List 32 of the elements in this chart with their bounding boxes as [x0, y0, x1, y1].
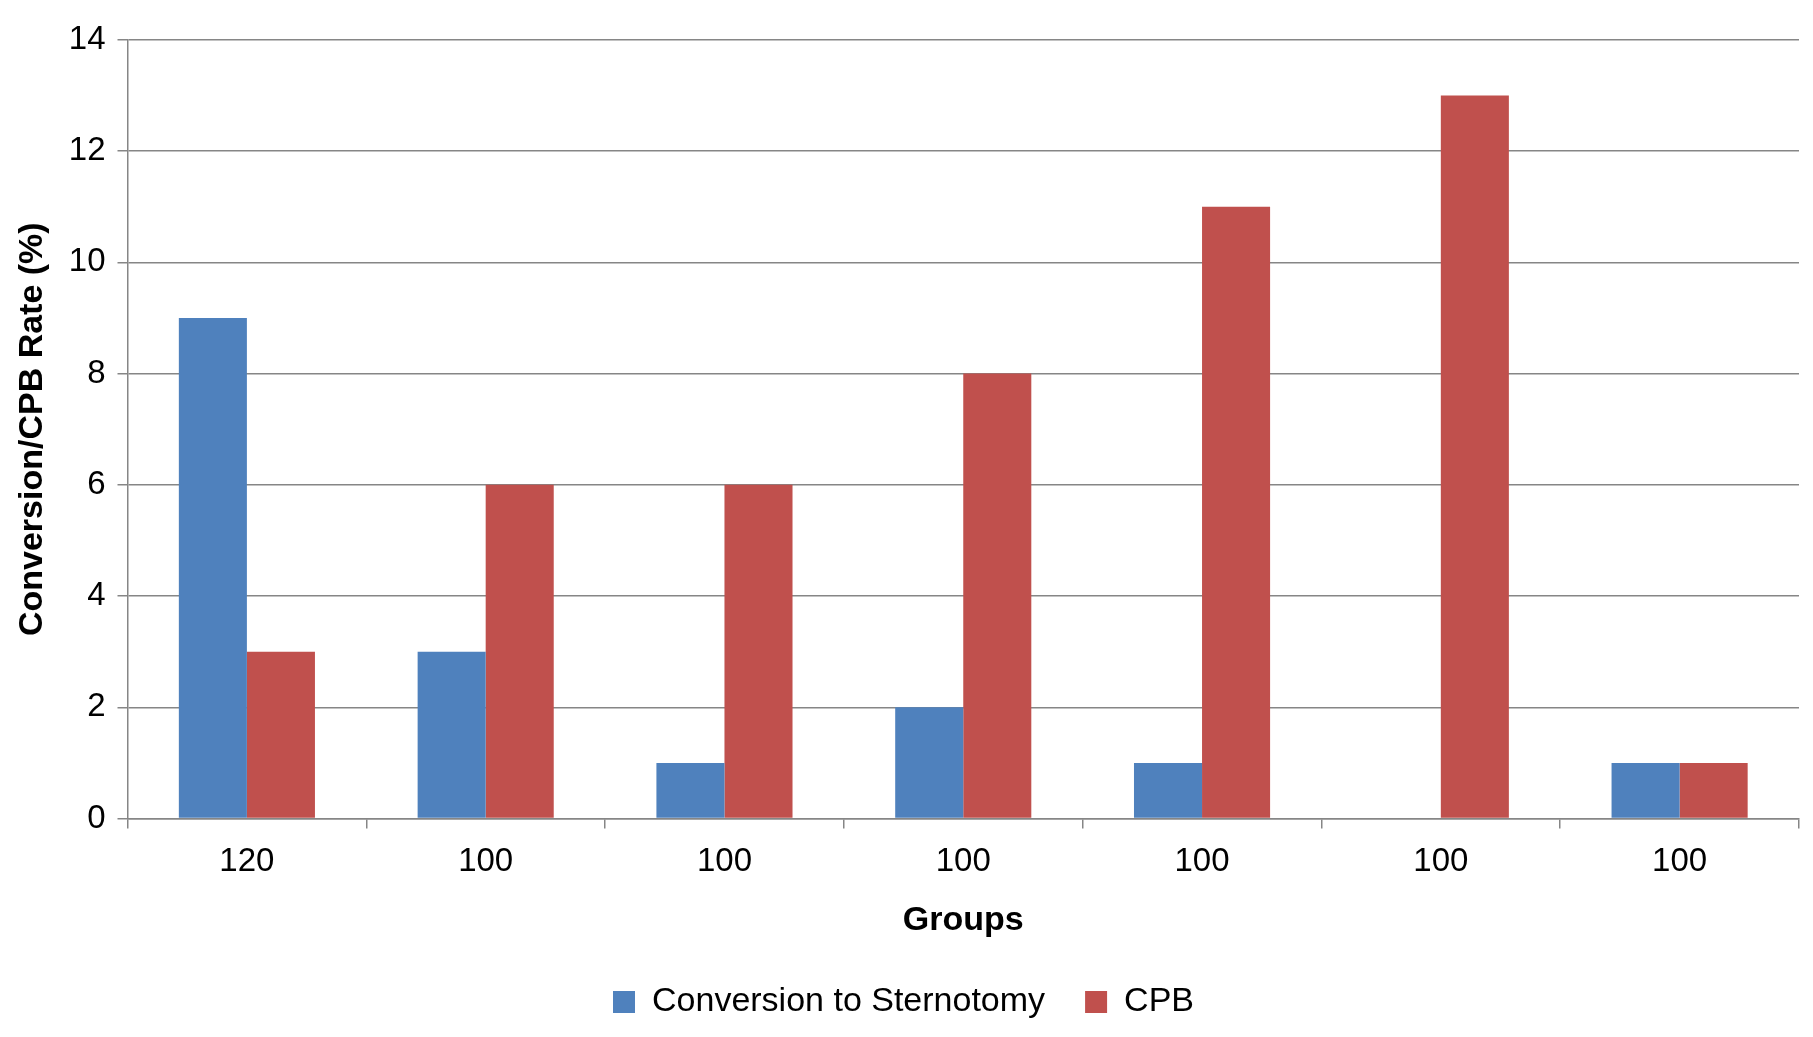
y-tick-label: 6 [87, 463, 106, 501]
x-tick-label: 100 [1652, 841, 1708, 879]
legend-label: Conversion to Sternotomy [652, 980, 1046, 1019]
bar [1679, 762, 1748, 818]
y-tick-label: 12 [68, 130, 106, 168]
x-tick-label: 100 [1413, 841, 1469, 879]
x-tick-label: 100 [1174, 841, 1230, 879]
bar [1133, 762, 1203, 818]
y-tick-label: 2 [87, 686, 106, 724]
bar [656, 762, 725, 818]
y-axis-title: Conversion/CPB Rate (%) [10, 222, 49, 637]
bar [1202, 206, 1271, 818]
x-axis-title: Groups [902, 898, 1024, 937]
bar [485, 484, 554, 818]
bar [1611, 762, 1680, 818]
bar [895, 707, 964, 818]
y-tick-label: 14 [68, 18, 106, 56]
x-tick-label: 100 [935, 841, 991, 879]
bar [963, 373, 1032, 818]
bar [246, 651, 315, 818]
y-tick-label: 10 [68, 241, 106, 279]
x-tick-label: 100 [696, 841, 752, 879]
y-tick-label: 8 [87, 352, 106, 390]
bar [417, 651, 486, 818]
y-tick-label: 0 [87, 797, 106, 835]
bar [1440, 95, 1509, 818]
x-tick-label: 120 [219, 841, 275, 879]
legend-label: CPB [1124, 980, 1194, 1019]
bar [724, 484, 793, 818]
bar [178, 317, 247, 818]
y-tick-label: 4 [87, 575, 106, 613]
x-tick-label: 100 [458, 841, 514, 879]
